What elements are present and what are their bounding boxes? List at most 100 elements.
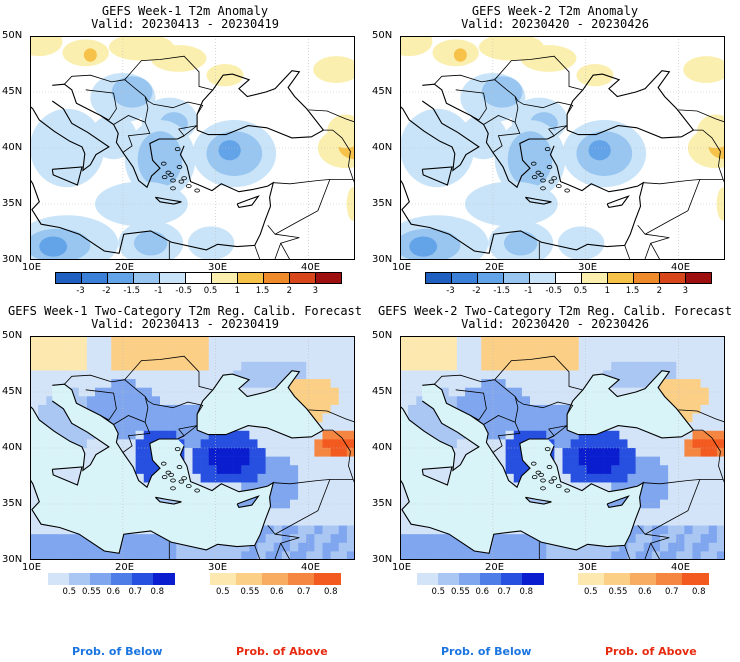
colorbar-tick-label: 3 [312, 286, 319, 296]
colorbar-swatch [315, 272, 342, 284]
colorbar-swatch [69, 573, 91, 585]
probability-week1-panel: GEFS Week-1 Two-Category T2m Reg. Calib.… [0, 300, 370, 610]
colorbar-tick-label: 0.55 [82, 587, 101, 597]
latitude-tick-label: 50N [2, 330, 23, 341]
colorbar-tick-label: 0.5 [431, 587, 446, 597]
colorbar-swatch [438, 573, 460, 585]
longitude-tick-label: 20E [115, 262, 135, 273]
colorbar-tick-label: 0.55 [451, 587, 470, 597]
anomaly-map [400, 36, 725, 260]
longitude-tick-label: 10E [392, 262, 412, 273]
colorbar-swatch [236, 573, 263, 585]
latitude-tick-label: 50N [2, 30, 23, 41]
colorbar-swatch [425, 272, 452, 284]
colorbar-swatch [289, 272, 316, 284]
colorbar-swatch [501, 573, 523, 585]
colorbar-tick-label: -0.5 [545, 286, 562, 296]
colorbar-tick-label: 0.8 [324, 587, 338, 597]
longitude-tick-label: 20E [485, 562, 505, 573]
longitude-tick-label: 10E [22, 562, 42, 573]
colorbar-tick-label: -1 [154, 286, 163, 296]
colorbar-swatch [262, 573, 289, 585]
latitude-tick-label: 40N [2, 442, 23, 453]
colorbar-swatch [210, 573, 237, 585]
colorbar-swatch [459, 573, 481, 585]
colorbar-tick-label: 0.8 [692, 587, 706, 597]
colorbar-tick-label: 0.7 [665, 587, 679, 597]
longitude-tick-label: 20E [115, 562, 135, 573]
latitude-tick-label: 35N [372, 198, 393, 209]
panel-title: GEFS Week-2 T2m Anomaly [471, 4, 639, 18]
latitude-tick-label: 30N [372, 254, 393, 265]
colorbar-swatch [578, 573, 605, 585]
colorbar-tick-label: 0.55 [240, 587, 260, 597]
latitude-tick-label: 30N [2, 254, 23, 265]
panel-title: GEFS Week-1 T2m Anomaly [101, 4, 269, 18]
colorbar-tick-label: 2 [656, 286, 663, 296]
latitude-tick-label: 45N [372, 86, 393, 97]
colorbar-tick-label: 0.7 [297, 587, 311, 597]
colorbar-swatch [633, 272, 660, 284]
colorbar-swatch [107, 272, 134, 284]
colorbar-tick-label: 0.5 [216, 587, 230, 597]
anomaly-week1-panel: GEFS Week-1 T2m Anomaly Valid: 20230413 … [0, 0, 370, 310]
colorbar-tick-label: 0.7 [497, 587, 512, 597]
panel-title: GEFS Week-1 Two-Category T2m Reg. Calib.… [7, 304, 362, 318]
panel-valid-dates: Valid: 20230420 - 20230426 [461, 17, 649, 31]
legend-prob-below-right: Prob. of Below [441, 645, 532, 658]
panel-title: GEFS Week-2 Two-Category T2m Reg. Calib.… [377, 304, 732, 318]
longitude-tick-label: 30E [208, 562, 228, 573]
colorbar-tick-label: 0.6 [270, 587, 284, 597]
legend-prob-above-left: Prob. of Above [236, 645, 328, 658]
latitude-tick-label: 50N [372, 30, 393, 41]
colorbar-tick-label: 0.6 [638, 587, 652, 597]
latitude-tick-label: 30N [2, 554, 23, 565]
longitude-tick-label: 40E [301, 562, 321, 573]
colorbar-swatch [111, 573, 133, 585]
latitude-tick-label: 30N [372, 554, 393, 565]
latitude-tick-label: 45N [2, 86, 23, 97]
colorbar-swatch [607, 272, 634, 284]
colorbar-swatch [555, 272, 582, 284]
colorbar-tick-label: 1.5 [255, 286, 270, 296]
colorbar-tick-label: 0.5 [573, 286, 588, 296]
colorbar-swatch [581, 272, 608, 284]
colorbar-swatch [503, 272, 530, 284]
prob-below-colorbar [48, 573, 175, 585]
colorbar-swatch [685, 272, 712, 284]
colorbar-tick-label: 0.5 [62, 587, 77, 597]
colorbar-swatch [630, 573, 657, 585]
longitude-tick-label: 40E [301, 262, 321, 273]
probability-map [400, 336, 725, 560]
colorbar-swatch [132, 573, 154, 585]
colorbar-tick-label: -2 [472, 286, 481, 296]
colorbar-swatch [604, 573, 631, 585]
colorbar-swatch [237, 272, 264, 284]
panel-valid-dates: Valid: 20230413 - 20230419 [91, 317, 279, 331]
colorbar-tick-label: 0.8 [519, 587, 534, 597]
colorbar-swatch [477, 272, 504, 284]
colorbar-tick-label: 1 [234, 286, 241, 296]
colorbar-swatch [153, 573, 175, 585]
colorbar-tick-label: -3 [76, 286, 85, 296]
latitude-tick-label: 45N [2, 386, 23, 397]
colorbar-swatch [263, 272, 290, 284]
colorbar-tick-label: 0.5 [203, 286, 218, 296]
longitude-tick-label: 30E [578, 562, 598, 573]
colorbar-swatch [417, 573, 439, 585]
colorbar-tick-label: -3 [446, 286, 455, 296]
latitude-tick-label: 40N [2, 142, 23, 153]
colorbar-tick-label: 0.7 [128, 587, 143, 597]
colorbar-swatch [133, 272, 160, 284]
probability-week2-panel: GEFS Week-2 Two-Category T2m Reg. Calib.… [370, 300, 740, 610]
colorbar-tick-label: 0.6 [475, 587, 490, 597]
colorbar-swatch [288, 573, 315, 585]
colorbar-swatch [159, 272, 186, 284]
legend-prob-above-right: Prob. of Above [605, 645, 697, 658]
legend-prob-below-left: Prob. of Below [72, 645, 163, 658]
colorbar-swatch [529, 272, 556, 284]
longitude-tick-label: 40E [671, 262, 691, 273]
latitude-tick-label: 40N [372, 142, 393, 153]
colorbar-swatch [659, 272, 686, 284]
colorbar-tick-label: -1.5 [493, 286, 510, 296]
